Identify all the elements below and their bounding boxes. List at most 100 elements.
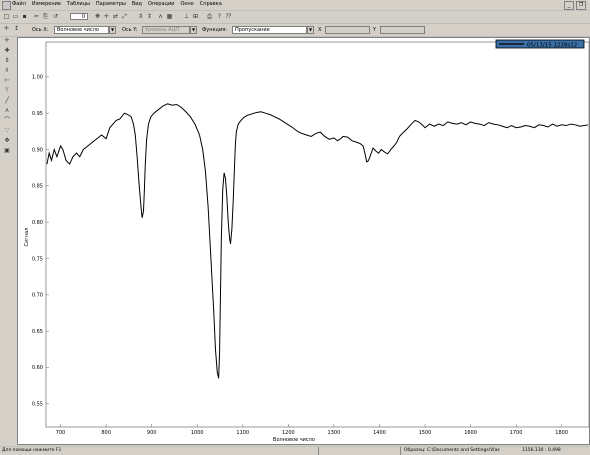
pin-tool-icon[interactable]: ⊤ [4,87,10,94]
y-tick-label: 0.80 [32,220,43,226]
menu-tables[interactable]: Таблицы [66,1,90,7]
peak-tool-icon[interactable]: ʌ [5,107,9,114]
baseline-icon[interactable]: ⊥ [183,13,190,20]
pan-icon[interactable]: ⇄ [112,13,119,20]
y-axis-select[interactable]: Уровень АЦП [142,26,190,34]
fit-icon[interactable]: ↕ [146,13,153,20]
shrink-tool-icon[interactable]: ⇳ [4,67,10,74]
y-tick-label: 0.75 [32,256,43,262]
chevron-down-icon[interactable]: ▼ [307,26,314,34]
y-axis: 0.55 0.60 0.65 0.70 0.75 0.80 0.85 0.90 0.95 1.00 [32,75,49,408]
x-axis-select[interactable]: Волновое число [54,26,109,34]
expand-tool-icon[interactable]: ⇕ [4,57,10,64]
copy-icon[interactable]: ⎘ [43,12,48,20]
help-icon[interactable]: ? [217,13,222,20]
status-hint: Для помощи нажмите F1 [2,448,62,453]
menu-operations[interactable]: Операции [148,1,175,7]
new-file-icon[interactable]: □ [3,13,10,20]
vertical-fit-icon[interactable]: ↕ [13,25,20,32]
y-tick-label: 1.00 [32,75,43,81]
menu-measurement[interactable]: Измерение [31,1,61,7]
app-icon[interactable] [2,1,11,10]
y-readout-field [380,26,425,34]
chevron-down-icon[interactable]: ▼ [109,26,116,34]
menu-window[interactable]: Окно [180,1,194,7]
dot-tool-icon[interactable]: ∵ [5,127,9,134]
move-icon[interactable]: ✥ [94,13,101,20]
line-tool-icon[interactable]: ╱ [5,97,9,104]
chevron-down-icon[interactable]: ▼ [190,26,197,34]
cursor-tool-icon[interactable]: ✛ [4,37,10,44]
function-label: Функция: [202,27,227,33]
zoom-icon[interactable]: ⤢ [122,12,127,20]
status-divider [400,447,401,455]
x-tick-label: 1100 [236,430,249,436]
cursor-icon[interactable]: ✛ [3,25,10,32]
status-coords: 1156.130 : 0.498 [522,448,561,453]
y-axis-label: Ось Y: [122,27,138,33]
y-tick-label: 0.85 [32,184,43,190]
print-icon[interactable]: ⎙ [207,12,212,20]
x-tick-label: 1500 [419,430,432,436]
status-divider [318,447,319,455]
menu-bar: Файл Измерение Таблицы Параметры Вид Опе… [0,0,590,11]
grid-icon[interactable]: ▦ [166,13,173,20]
x-readout-field [325,26,370,34]
function-select[interactable]: Пропускание [232,26,307,34]
y-axis-title: Сигнал [24,228,30,247]
counter-input[interactable]: 0 [70,13,88,20]
label-tool-icon[interactable]: ▣ [4,147,10,154]
x-tick-label: 1400 [373,430,386,436]
x-tick-label: 1000 [191,430,204,436]
x-tick-label: 1600 [464,430,477,436]
axis-toolbar: ✛ ↕ Ось X: Волновое число ▼ Ось Y: Урове… [0,24,590,37]
save-icon[interactable]: ▪ [22,13,27,20]
x-axis-title: Волновое число [273,437,315,443]
cut-icon[interactable]: ✂ [33,13,40,20]
crosshair-icon[interactable]: ✛ [103,13,110,20]
y-tick-label: 0.55 [32,402,43,408]
scale-icon[interactable]: ⇕ [137,13,144,20]
y-tick-label: 0.90 [32,147,43,153]
cross-tool-icon[interactable]: ✚ [4,47,10,54]
legend-entry: 05/13/15 1228s12 [527,42,577,48]
open-folder-icon[interactable]: ▭ [12,13,19,20]
main-toolbar: □ ▭ ▪ ✂ ⎘ ↺ 0 ✥ ✛ ⇄ ⤢ ⇕ ↕ ʌ ▦ ⊥ ⊞ ⎙ ? ⁇ [0,11,590,24]
x-tick-label: 1800 [555,430,568,436]
x-tick-label: 800 [101,430,111,436]
marker-tool-icon[interactable]: ⊢ [4,77,10,84]
y-tick-label: 0.70 [32,293,43,299]
legend: 05/13/15 1228s12 [495,39,585,49]
chart-background [18,38,589,444]
peak-icon[interactable]: ʌ [158,13,163,20]
table-icon[interactable]: ⊞ [192,13,199,20]
menu-parameters[interactable]: Параметры [95,1,126,7]
x-axis: 700 800 900 1000 1100 1200 1300 1400 1500 1600 170… [56,424,568,436]
x-tick-label: 1200 [282,430,295,436]
y-tick-label: 0.95 [32,111,43,117]
minimize-icon[interactable]: _ [564,1,574,10]
x-tick-label: 700 [56,430,66,436]
menu-file[interactable]: Файл [12,1,26,7]
x-tick-label: 1700 [510,430,523,436]
x-axis-label: Ось X: [32,27,49,33]
y-tick-label: 0.60 [32,365,43,371]
menu-help[interactable]: Справка [199,1,222,7]
y-tick-label: 0.65 [32,329,43,335]
x-readout-label: X [318,27,322,33]
menu-view[interactable]: Вид [131,1,143,7]
context-help-icon[interactable]: ⁇ [225,13,232,20]
x-tick-label: 900 [147,430,157,436]
area-tool-icon[interactable]: ⌒ [3,117,10,124]
restore-icon[interactable]: ❐ [576,1,586,10]
menu-list: Файл Измерение Таблицы Параметры Вид Опе… [12,1,222,7]
select-tool-icon[interactable]: ✥ [4,137,10,144]
spectrum-line [46,103,589,379]
undo-icon[interactable]: ↺ [52,13,59,20]
spectrum-window[interactable]: 0.55 0.60 0.65 0.70 0.75 0.80 0.85 0.90 0.95 1.00… [17,37,590,445]
y-readout-label: Y [373,27,377,33]
status-path: Образец: C:\Documents and Settings\Vlas [404,448,500,453]
spectrum-chart[interactable]: 0.55 0.60 0.65 0.70 0.75 0.80 0.85 0.90 0.95 1.00… [18,38,590,444]
legend-box [495,39,585,49]
left-toolbar: ✛ ✚ ⇕ ⇳ ⊢ ⊤ ╱ ʌ ⌒ ∵ ✥ ▣ [0,37,15,157]
